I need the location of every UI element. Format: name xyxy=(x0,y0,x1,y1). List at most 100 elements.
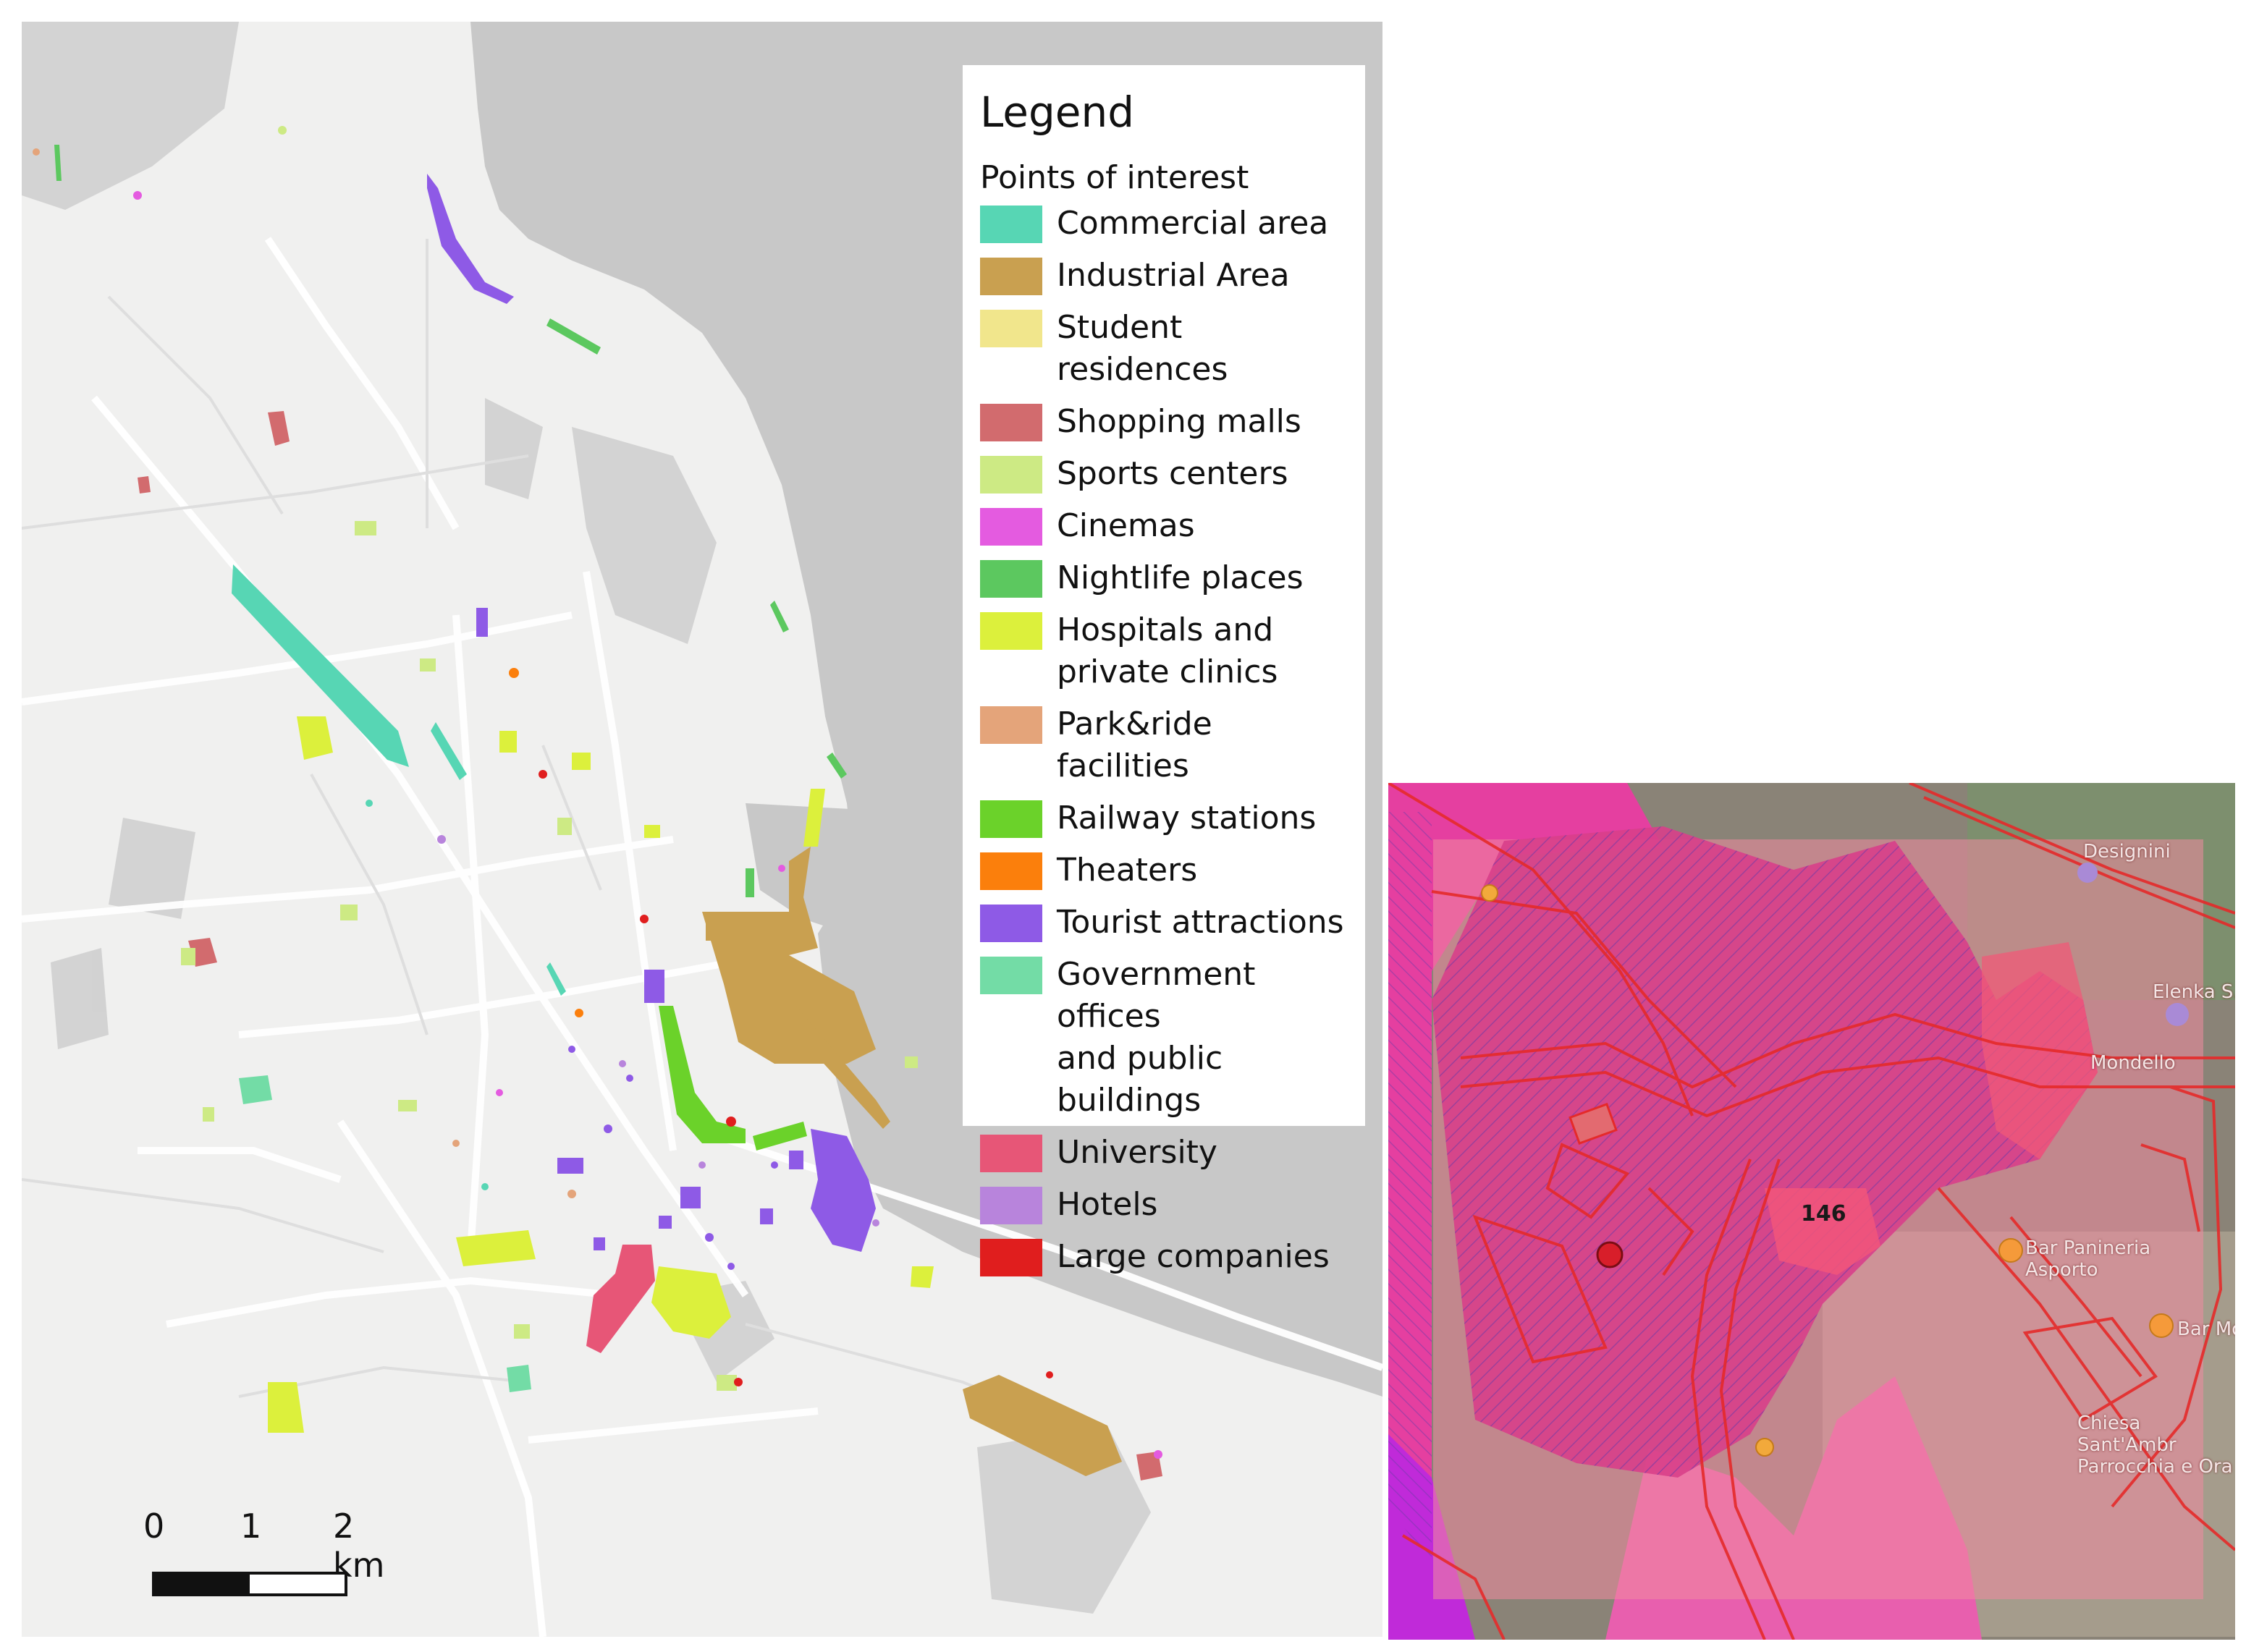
zone-id-label: 146 xyxy=(1801,1201,1846,1227)
legend-label: Student residences xyxy=(1057,309,1228,388)
legend-swatch xyxy=(980,258,1042,295)
poi-shopping-mall xyxy=(268,411,290,446)
legend-swatch xyxy=(980,508,1042,546)
detail-poi-label: Bar Mo xyxy=(2177,1318,2235,1340)
detail-poi-label: Designini xyxy=(2083,841,2171,863)
legend-entry: Sports centers xyxy=(980,453,1348,495)
legend-swatch xyxy=(980,1135,1042,1172)
scale-segment-dark xyxy=(155,1575,250,1593)
legend-label: Cinemas xyxy=(1057,507,1195,544)
marker-centroid xyxy=(1596,1241,1624,1268)
legend-swatch xyxy=(980,456,1042,494)
legend-entry: Tourist attractions xyxy=(980,902,1348,944)
legend-label: Hospitals and private clinics xyxy=(1057,611,1278,690)
legend-entry: Cinemas xyxy=(980,505,1348,547)
poi-nightlife-place xyxy=(54,145,62,181)
scale-tick-0: 0 xyxy=(143,1507,165,1546)
detail-map-canvas xyxy=(1388,783,2235,1640)
poi-hospital xyxy=(268,716,934,1433)
legend-swatch xyxy=(980,1239,1042,1276)
poi-nightlife-place xyxy=(827,753,847,779)
poi-government-office xyxy=(239,1075,272,1104)
legend-swatch xyxy=(980,612,1042,650)
legend-entry: Hospitals and private clinics xyxy=(980,609,1348,693)
legend-entry: Government offices and public buildings xyxy=(980,954,1348,1122)
detail-poi-label: Bar Panineria Asporto xyxy=(2025,1237,2151,1281)
poi-shopping-mall xyxy=(1136,1452,1162,1481)
legend-entry: Hotels xyxy=(980,1184,1348,1226)
legend-label: Government offices and public buildings xyxy=(1057,956,1256,1119)
zone-146 xyxy=(1765,1188,1880,1275)
catchment-hatch-left xyxy=(1388,812,1432,1564)
scale-segment-light xyxy=(250,1575,345,1593)
poi-nightlife-place xyxy=(770,601,789,632)
scale-bar-graphic xyxy=(152,1572,347,1596)
legend-label: Park&ride facilities xyxy=(1057,706,1212,784)
poi-railway-station xyxy=(659,1006,746,1143)
legend-items: Commercial area Industrial Area Student re… xyxy=(980,203,1348,1278)
legend-label: Railway stations xyxy=(1057,800,1317,836)
scale-tick-1: 1 xyxy=(240,1507,262,1546)
legend-label: Theaters xyxy=(1057,852,1198,889)
scale-bar: 0 1 2 km xyxy=(130,1507,391,1622)
detail-poi-label: Mondello xyxy=(2090,1052,2176,1074)
poi-commercial-area xyxy=(232,564,409,767)
legend-swatch xyxy=(980,560,1042,598)
harbour-water xyxy=(746,803,876,933)
detail-poi-label: Elenka S.p xyxy=(2153,981,2235,1003)
poi-sports-center xyxy=(181,521,918,1391)
legend-swatch xyxy=(980,206,1042,243)
poi-nightlife-place xyxy=(746,868,754,897)
poi-railway-station xyxy=(753,1122,807,1151)
catchment-hatch xyxy=(1432,826,2098,1478)
poi-government-office xyxy=(507,1365,531,1392)
poi-shopping-mall xyxy=(138,476,151,494)
legend-swatch xyxy=(980,706,1042,744)
poi-industrial-area xyxy=(706,919,717,941)
legend-entry: Nightlife places xyxy=(980,557,1348,599)
legend-entry: University xyxy=(980,1132,1348,1174)
legend-label: Shopping malls xyxy=(1057,403,1301,440)
legend-swatch xyxy=(980,800,1042,838)
legend-entry: Railway stations xyxy=(980,797,1348,839)
legend-swatch xyxy=(980,404,1042,441)
legend-label: Hotels xyxy=(1057,1186,1158,1223)
map-legend: Legend Points of interest Commercial are… xyxy=(963,65,1365,1276)
detail-map: 146 Designini Elenka S.p Mondello Bar Pa… xyxy=(1388,783,2235,1640)
legend-label: Large companies xyxy=(1057,1238,1330,1275)
legend-entry: Theaters xyxy=(980,850,1348,891)
legend-label: Sports centers xyxy=(1057,455,1288,492)
legend-title: Legend xyxy=(980,88,1135,137)
marker-orange xyxy=(1755,1438,1774,1457)
marker-orange xyxy=(1998,1238,2023,1263)
marker-orange xyxy=(1481,884,1498,902)
legend-label: University xyxy=(1057,1134,1217,1171)
legend-subtitle: Points of interest xyxy=(980,159,1249,196)
detail-poi-label: Chiesa Sant'Ambr Parrocchia e Ora xyxy=(2077,1412,2233,1478)
parcel-boundaries xyxy=(1388,783,2235,1640)
legend-swatch xyxy=(980,852,1042,890)
terrain-patches xyxy=(22,22,1151,1614)
legend-entry: Commercial area xyxy=(980,203,1348,245)
legend-entry: Student residences xyxy=(980,307,1348,391)
legend-label: Nightlife places xyxy=(1057,559,1304,596)
legend-label: Commercial area xyxy=(1057,205,1329,242)
legend-swatch xyxy=(980,905,1042,942)
legend-entry: Park&ride facilities xyxy=(980,703,1348,787)
poi-university xyxy=(586,1245,655,1353)
poi-commercial-area xyxy=(546,962,566,996)
marker-purple xyxy=(2166,1003,2189,1026)
legend-label: Tourist attractions xyxy=(1057,904,1344,941)
legend-label: Industrial Area xyxy=(1057,257,1290,294)
poi-industrial-area xyxy=(702,847,876,1064)
poi-industrial-area xyxy=(963,1375,1122,1476)
legend-swatch xyxy=(980,310,1042,347)
marker-purple xyxy=(2077,863,2098,883)
legend-swatch xyxy=(980,1187,1042,1224)
marker-orange xyxy=(2149,1313,2174,1338)
poi-tourist-attraction-dots xyxy=(476,608,803,1270)
poi-nightlife-place xyxy=(546,318,601,355)
legend-entry: Large companies xyxy=(980,1236,1348,1278)
poi-building xyxy=(1569,1102,1618,1145)
legend-swatch xyxy=(980,957,1042,994)
